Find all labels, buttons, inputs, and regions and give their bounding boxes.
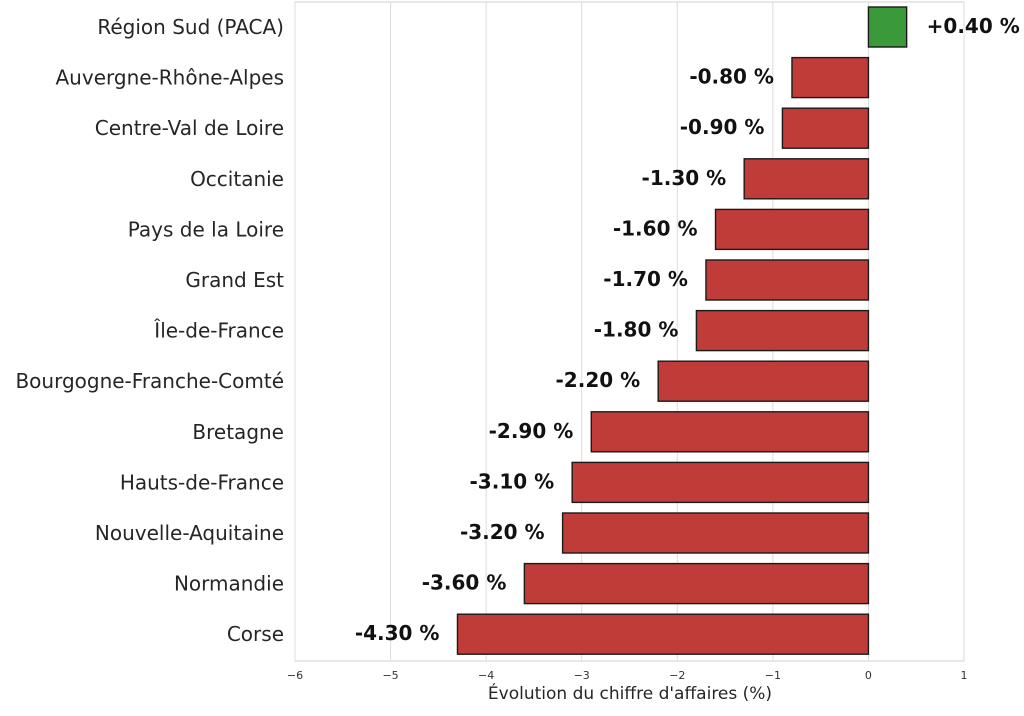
bar xyxy=(743,158,870,200)
category-label: Centre-Val de Loire xyxy=(95,116,284,140)
x-tick-label: −6 xyxy=(287,669,303,682)
category-label: Auvergne-Rhône-Alpes xyxy=(56,66,285,90)
bar xyxy=(695,309,870,352)
x-tick-label: −2 xyxy=(669,669,685,682)
value-label: -0.90 % xyxy=(680,115,765,139)
x-tick-label: −3 xyxy=(574,669,590,682)
value-label: -3.60 % xyxy=(422,571,507,595)
value-label: -3.10 % xyxy=(470,469,555,493)
category-label: Grand Est xyxy=(185,268,284,292)
bar xyxy=(781,107,870,149)
value-label: -3.20 % xyxy=(460,520,545,544)
value-label: -1.30 % xyxy=(642,166,727,190)
value-label: +0.40 % xyxy=(927,14,1020,38)
category-label: Normandie xyxy=(174,572,284,596)
value-label: -4.30 % xyxy=(355,621,440,645)
bar xyxy=(714,208,870,251)
bar xyxy=(657,360,870,402)
category-label: Bretagne xyxy=(192,420,284,444)
value-label: -1.60 % xyxy=(613,216,698,240)
bar xyxy=(791,56,870,99)
bar xyxy=(561,512,870,554)
x-axis-ticks: −6 −5 −4 −3 −2 −1 0 1 xyxy=(287,669,968,682)
x-tick-label: −1 xyxy=(765,669,781,682)
x-tick-label: −5 xyxy=(382,669,398,682)
value-label: -1.70 % xyxy=(603,267,688,291)
category-label: Occitanie xyxy=(190,167,284,191)
category-label: Nouvelle-Aquitaine xyxy=(95,521,284,545)
bar xyxy=(705,259,870,301)
category-label: Pays de la Loire xyxy=(128,217,284,241)
category-label: Hauts-de-France xyxy=(120,470,284,494)
bar xyxy=(456,613,870,655)
value-label: -2.20 % xyxy=(556,368,641,392)
bar xyxy=(867,6,908,48)
category-label: Région Sud (PACA) xyxy=(97,15,284,39)
bar xyxy=(571,461,870,504)
x-tick-label: −4 xyxy=(478,669,494,682)
bars-group xyxy=(456,6,908,655)
category-label: Bourgogne-Franche-Comté xyxy=(15,369,284,393)
x-axis-title: Évolution du chiffre d'affaires (%) xyxy=(488,682,772,704)
value-labels: +0.40 % -0.80 % -0.90 % -1.30 % -1.60 % -1.70… xyxy=(355,14,1020,645)
value-label: -1.80 % xyxy=(594,318,679,342)
x-tick-label: 1 xyxy=(961,669,968,682)
value-label: -0.80 % xyxy=(689,65,774,89)
bar xyxy=(523,562,870,605)
value-label: -2.90 % xyxy=(489,419,574,443)
x-tick-label: 0 xyxy=(865,669,872,682)
category-label: Corse xyxy=(227,622,284,646)
bar xyxy=(590,411,870,453)
category-labels: Région Sud (PACA) Auvergne-Rhône-Alpes Cen… xyxy=(15,15,284,646)
category-label: Île-de-France xyxy=(153,319,284,343)
